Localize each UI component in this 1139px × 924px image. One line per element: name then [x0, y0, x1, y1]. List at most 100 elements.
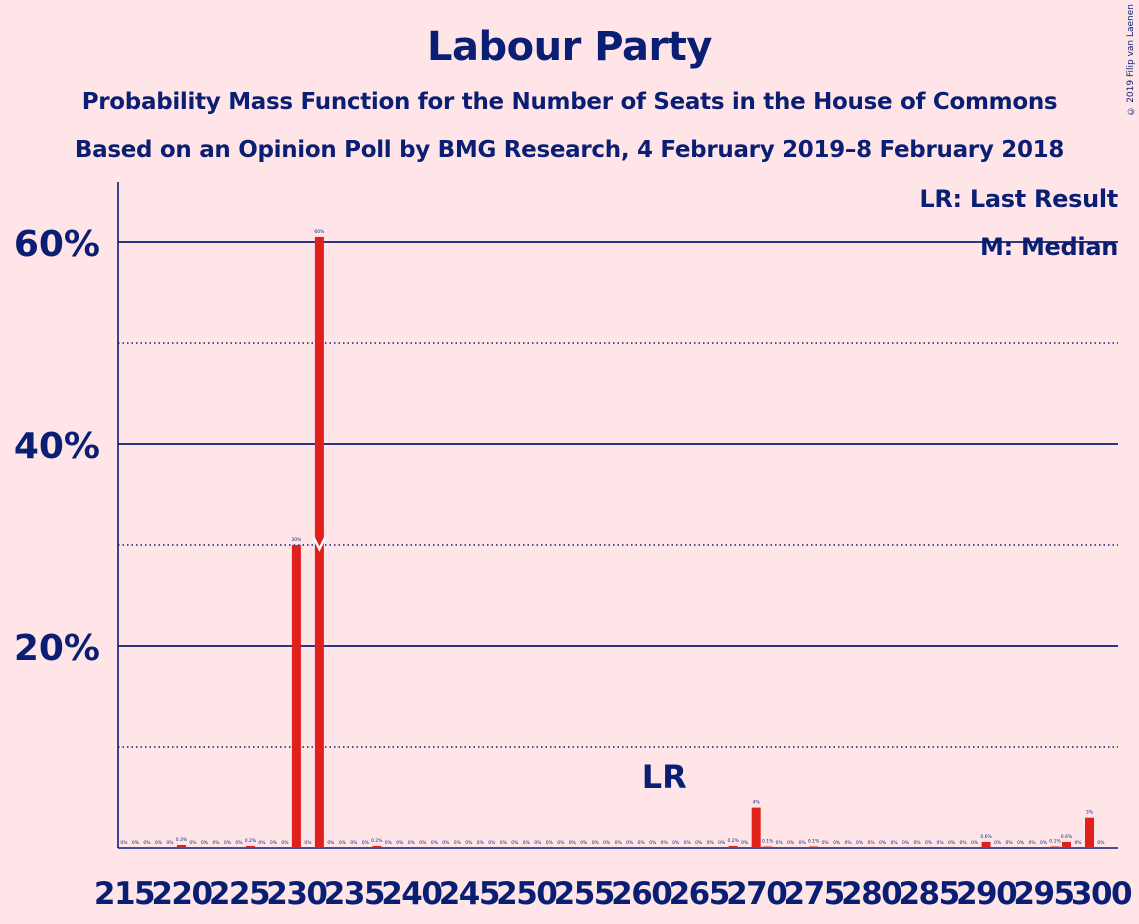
- x-tick-label: 265: [669, 876, 729, 912]
- bar-value-label: 0%: [258, 840, 266, 846]
- bar-value-label: 0.2%: [245, 838, 257, 844]
- bar-value-label: 0%: [971, 840, 979, 846]
- bar-value-label: 0%: [1074, 840, 1082, 846]
- bar-value-label: 0%: [155, 840, 163, 846]
- bar-value-label: 0%: [500, 840, 508, 846]
- bar-value-label: 0.3%: [176, 837, 188, 843]
- bar-value-label: 0%: [638, 840, 646, 846]
- bar-value-label: 0%: [787, 840, 795, 846]
- x-tick-label: 300: [1071, 876, 1132, 912]
- bar-seat-290: [981, 841, 991, 848]
- bar-value-label: 0%: [822, 840, 830, 846]
- bar-value-label: 0%: [1005, 840, 1013, 846]
- chart-subtitle: Probability Mass Function for the Number…: [81, 89, 1058, 115]
- bar-seat-230: [291, 545, 301, 848]
- bar-value-label: 0%: [419, 840, 427, 846]
- x-tick-label: 240: [381, 876, 442, 912]
- bar-value-label: 0%: [718, 840, 726, 846]
- bar-value-label: 0%: [948, 840, 956, 846]
- bar-value-label: 0%: [1040, 840, 1048, 846]
- bar-value-label: 0%: [569, 840, 577, 846]
- bar-value-label: 0%: [960, 840, 968, 846]
- chart-subtitle-source: Based on an Opinion Poll by BMG Research…: [74, 137, 1065, 163]
- x-tick-label: 220: [151, 876, 212, 912]
- bar-value-label: 0%: [442, 840, 450, 846]
- bar-value-label: 0%: [684, 840, 692, 846]
- y-tick-label: 40%: [14, 426, 100, 467]
- x-tick-label: 295: [1013, 876, 1073, 912]
- bar-value-label: 0%: [327, 840, 335, 846]
- bar-value-label: 0%: [649, 840, 657, 846]
- x-tick-label: 270: [726, 876, 787, 912]
- bar-value-label: 0%: [856, 840, 864, 846]
- bar-value-label: 0%: [937, 840, 945, 846]
- bar-value-label: 0%: [833, 840, 841, 846]
- bar-value-label: 0.1%: [762, 839, 774, 845]
- bar-value-label: 0%: [477, 840, 485, 846]
- chart-title: Labour Party: [427, 24, 712, 70]
- last-result-marker: LR: [642, 758, 687, 796]
- bar-value-label: 0%: [603, 840, 611, 846]
- bar-value-label: 0%: [511, 840, 519, 846]
- bar-value-label: 0%: [914, 840, 922, 846]
- bar-value-label: 0%: [902, 840, 910, 846]
- x-tick-label: 285: [898, 876, 958, 912]
- y-tick-label: 20%: [14, 628, 100, 669]
- bar-value-label: 0%: [132, 840, 140, 846]
- bar-value-label: 0%: [592, 840, 600, 846]
- x-tick-label: 260: [611, 876, 672, 912]
- bar-value-label: 0.1%: [1049, 839, 1061, 845]
- bar-value-label: 4%: [753, 800, 761, 806]
- bar-value-label: 0%: [891, 840, 899, 846]
- bar-seat-297: [1062, 841, 1072, 848]
- bar-seat-220: [176, 844, 186, 848]
- bar-value-label: 0%: [189, 840, 197, 846]
- bar-value-label: 0%: [350, 840, 358, 846]
- median-marker: [312, 536, 327, 552]
- bar-value-label: 0%: [166, 840, 174, 846]
- bar-value-label: 0%: [488, 840, 496, 846]
- bar-value-label: 0%: [235, 840, 243, 846]
- bar-value-label: 0.2%: [727, 838, 739, 844]
- bar-value-label: 0.6%: [980, 834, 992, 840]
- bar-value-label: 0%: [799, 840, 807, 846]
- bar-value-label: 0%: [1017, 840, 1025, 846]
- bar-value-label: 0%: [776, 840, 784, 846]
- bar-value-label: 0%: [925, 840, 933, 846]
- y-tick-label: 60%: [14, 224, 100, 265]
- x-tick-label: 235: [324, 876, 384, 912]
- bar-value-label: 0%: [281, 840, 289, 846]
- bar-value-label: 0%: [557, 840, 565, 846]
- bar-value-label: 0%: [868, 840, 876, 846]
- bar-value-label: 0.1%: [808, 839, 820, 845]
- bar-value-label: 0%: [431, 840, 439, 846]
- legend-last-result: LR: Last Result: [919, 185, 1118, 213]
- x-tick-label: 230: [266, 876, 327, 912]
- bar-seat-237: [372, 845, 382, 848]
- bar-value-label: 0%: [408, 840, 416, 846]
- bar-value-label: 0%: [615, 840, 623, 846]
- bar-value-label: 0%: [534, 840, 542, 846]
- bar-seat-268: [728, 845, 738, 848]
- bar-value-label: 0%: [741, 840, 749, 846]
- bar-value-label: 0%: [270, 840, 278, 846]
- x-tick-label: 250: [496, 876, 557, 912]
- bar-value-label: 0%: [120, 840, 128, 846]
- bar-value-label: 0.2%: [371, 838, 383, 844]
- x-tick-label: 290: [956, 876, 1017, 912]
- bar-value-label: 0%: [546, 840, 554, 846]
- bar-seat-299: [1085, 817, 1095, 848]
- bar-value-label: 0%: [465, 840, 473, 846]
- bar-value-label: 0%: [661, 840, 669, 846]
- x-tick-label: 245: [439, 876, 499, 912]
- bar-value-label: 60%: [314, 229, 325, 235]
- bar-value-label: 0%: [672, 840, 680, 846]
- bar-value-label: 0%: [1028, 840, 1036, 846]
- bar-value-label: 0%: [523, 840, 531, 846]
- bar-seat-275: [809, 846, 819, 848]
- bar-value-label: 0%: [385, 840, 393, 846]
- bar-seat-271: [763, 846, 773, 848]
- x-tick-label: 275: [784, 876, 844, 912]
- x-tick-label: 280: [841, 876, 902, 912]
